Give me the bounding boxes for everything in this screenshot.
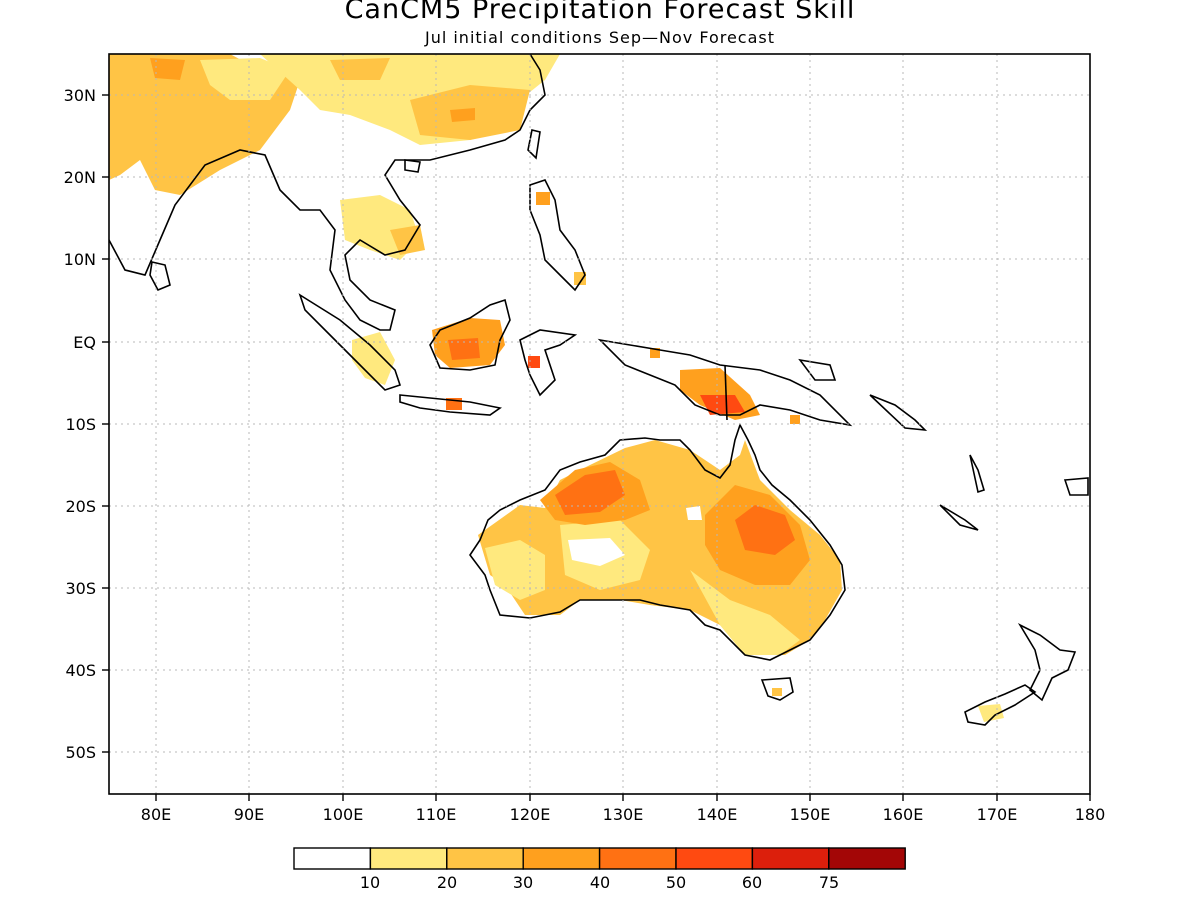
- colorbar-swatch: [293, 847, 372, 870]
- y-tick-label: 20N: [64, 168, 96, 187]
- asia-mainland-coast: [109, 54, 546, 331]
- y-tick-label: 10N: [64, 250, 96, 269]
- bismarck-outline: [798, 358, 837, 381]
- colorbar-swatch: [369, 847, 448, 870]
- sumatra-outline: [298, 293, 402, 391]
- colorbar-label: 20: [437, 873, 457, 892]
- new-caledonia-outline: [939, 504, 979, 531]
- x-tick-label: 170E: [977, 805, 1018, 824]
- colorbar-label: 75: [819, 873, 839, 892]
- y-tick-label: 50S: [65, 743, 96, 762]
- colorbar-label: 60: [742, 873, 762, 892]
- philippines-outline: [529, 179, 586, 292]
- java-outline: [399, 394, 502, 416]
- chart-title: CanCM5 Precipitation Forecast Skill: [344, 0, 856, 25]
- colorbar-label: 30: [513, 873, 533, 892]
- hainan-outline: [404, 159, 421, 173]
- chart-subtitle: Jul initial conditions Sep—Nov Forecast: [424, 28, 776, 47]
- nz-north-outline: [1017, 623, 1077, 702]
- sri-lanka-outline: [149, 261, 171, 292]
- x-tick-label: 180: [1075, 805, 1106, 824]
- colorbar-swatch: [522, 847, 601, 870]
- vanuatu-outline: [969, 454, 985, 494]
- colorbar-swatch: [751, 847, 830, 870]
- solomons-outline: [869, 394, 928, 432]
- colorbar-swatch: [598, 847, 677, 870]
- grid-lines: [109, 54, 1090, 794]
- tasmania-outline: [760, 677, 794, 701]
- x-tick-label: 80E: [141, 805, 171, 824]
- y-tick-label: 10S: [65, 415, 96, 434]
- x-tick-label: 150E: [790, 805, 831, 824]
- y-tick-label: 40S: [65, 661, 96, 680]
- nz-south-outline: [964, 684, 1037, 726]
- tick-marks: [102, 94, 1091, 801]
- y-tick-label: EQ: [73, 333, 96, 352]
- colorbar-swatch: [446, 847, 524, 870]
- y-tick-label: 30N: [64, 86, 96, 105]
- x-tick-label: 120E: [510, 805, 551, 824]
- x-tick-label: 160E: [883, 805, 924, 824]
- x-tick-label: 90E: [234, 805, 264, 824]
- fiji-outline: [1063, 477, 1089, 496]
- colorbar-labels: 10 20 30 40 50 60 75: [360, 873, 839, 892]
- colorbar-swatch: [675, 847, 754, 870]
- colorbar-swatch: [828, 847, 906, 870]
- y-tick-label: 20S: [65, 497, 96, 516]
- skill-shading: [109, 54, 1004, 722]
- taiwan-outline: [527, 129, 541, 160]
- x-tick-labels: 80E 90E 100E 110E 120E 130E 140E 150E 16…: [141, 805, 1106, 824]
- x-tick-label: 130E: [603, 805, 644, 824]
- x-tick-label: 110E: [416, 805, 457, 824]
- borneo-outline: [429, 298, 511, 371]
- map-frame: [108, 53, 1091, 795]
- colorbar-label: 50: [666, 873, 686, 892]
- colorbar: [293, 847, 906, 870]
- colorbar-label: 40: [590, 873, 610, 892]
- y-tick-label: 30S: [65, 579, 96, 598]
- x-tick-label: 100E: [323, 805, 364, 824]
- australia-outline: [469, 422, 846, 661]
- new-guinea-outline: [597, 338, 853, 427]
- x-tick-label: 140E: [697, 805, 738, 824]
- coastlines: [109, 54, 1089, 726]
- sulawesi-outline: [519, 329, 578, 397]
- queensland-core-skill: [735, 505, 795, 555]
- y-tick-labels: 30N 20N 10N EQ 10S 20S 30S 40S 50S: [64, 86, 96, 762]
- colorbar-label: 10: [360, 873, 380, 892]
- new-guinea-border: [724, 364, 728, 421]
